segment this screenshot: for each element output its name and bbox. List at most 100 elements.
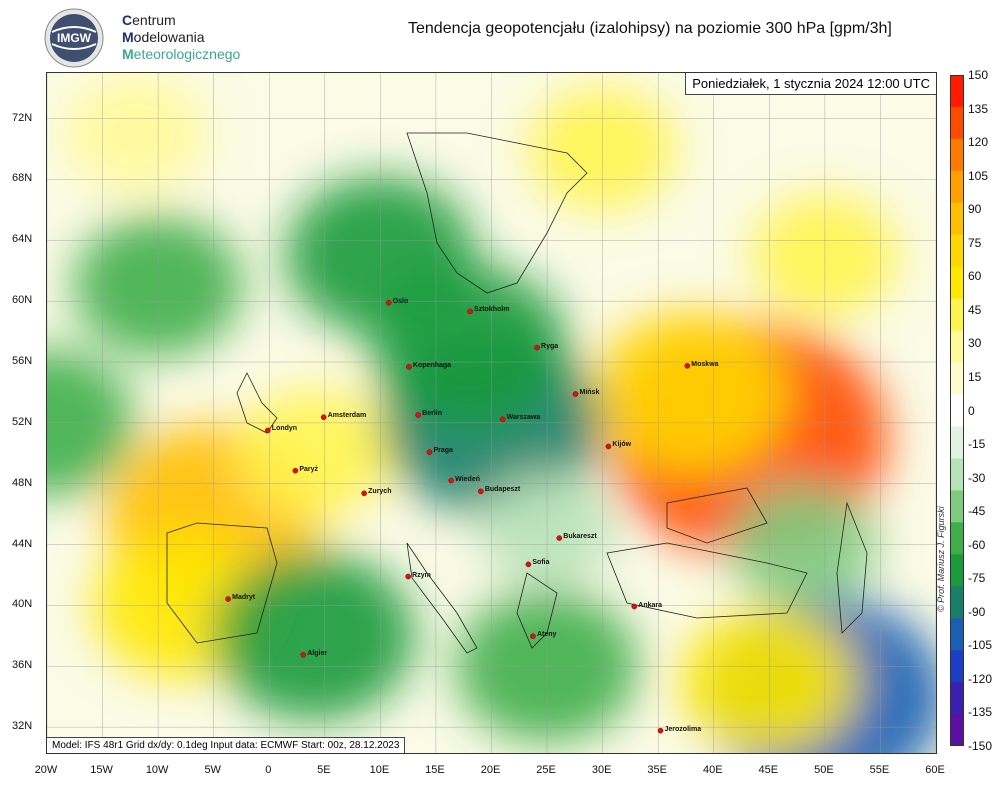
colorbar-segment [950,458,964,491]
latitude-tick-label: 48N [12,476,33,489]
city-marker [405,573,411,580]
colorbar-segment [950,394,964,427]
colorbar-segment [950,682,964,715]
model-info: Model: IFS 48r1 Grid dx/dy: 0.1deg Input… [47,737,406,753]
organization-name: Centrum Modelowania Meteorologicznego [122,12,240,63]
longitude-tick-label: 5E [317,764,331,776]
colorbar-segment [950,714,964,746]
geopotential-tendency-map [47,73,936,753]
colorbar-segment [950,362,964,396]
latitude-tick-label: 68N [12,172,33,185]
city-label: Mińsk [579,388,600,396]
colorbar-tick-label: 75 [968,235,982,250]
org-line2-rest: odelowania [133,29,205,45]
city-label: Ankara [638,601,663,609]
city-label: Jerozolima [664,725,702,733]
colorbar [950,75,964,746]
colorbar-tick-label: 150 [968,68,989,82]
latitude-tick-label: 32N [12,720,33,733]
longitude-tick-label: 45E [758,764,779,776]
colorbar-segment [950,554,964,587]
colorbar-segment [950,330,964,364]
scandinavia-outline [406,132,588,294]
colorbar-tick-label: -90 [968,604,986,619]
colorbar-border [950,75,964,746]
city-label: Paryż [299,465,319,473]
map-title: Tendencja geopotencjału (izalohipsy) na … [408,20,892,37]
city-marker [300,652,307,658]
city-marker [448,477,454,484]
colorbar-tick-label: 30 [968,336,982,351]
colorbar-tick-label: 105 [968,168,989,183]
city-label: Rzym [412,571,431,579]
caspian-outline [836,501,868,634]
colorbar-tick-label: 120 [968,135,989,150]
latitude-tick-label: 44N [12,537,33,550]
iberia-outline [166,522,278,644]
author-credit: © Prof. Mariusz J. Figurski [936,506,946,612]
logo-text: IMGW [57,31,92,45]
longitude-tick-label: 40E [702,764,723,776]
field-anomaly-4 [594,311,790,474]
colorbar-tick-label: -120 [968,671,993,686]
city-marker [415,412,421,418]
colorbar-tick-label: -15 [968,437,986,452]
city-marker [631,603,638,610]
longitude-tick-label: 25E [536,764,556,776]
city-label: Moskwa [691,360,719,368]
latitude-tick-label: 36N [12,659,33,672]
colorbar-tick-label: 90 [968,202,982,217]
city-marker [657,727,664,734]
org-line2-cap: M [122,29,134,45]
field-anomaly-9 [212,551,415,720]
imgw-logo: IMGW [44,8,104,68]
city-marker [499,416,506,423]
city-label: Budapeszt [484,486,521,494]
city-marker [320,414,327,421]
black-sea-outline [666,487,768,544]
city-label: Oslo [392,297,409,305]
latitude-tick-label: 64N [12,233,33,246]
city-marker [426,449,433,455]
latitude-tick-label: 60N [12,294,33,307]
field-anomaly-16 [64,74,207,194]
longitude-tick-label: 20E [480,764,501,776]
longitude-tick-label: 30E [591,764,612,776]
colorbar-tick-label: -135 [968,705,993,720]
city-marker [265,427,271,434]
colorbar-tick-label: -60 [968,537,986,552]
colorbar-tick-label: -30 [968,470,986,485]
city-label: Ryga [541,342,559,350]
city-marker [385,299,392,306]
colorbar-tick-label: 135 [968,101,989,116]
colorbar-tick-label: 15 [968,369,982,384]
city-label: Kijów [612,441,632,449]
city-marker [478,488,484,495]
city-marker [684,363,691,369]
city-marker [530,633,536,639]
city-label: Praga [433,447,453,455]
longitude-tick-label: 10E [369,764,390,776]
latitude-tick-label: 72N [12,111,33,124]
colorbar-segment [950,618,964,651]
longitude-tick-label: 35E [647,764,667,776]
latitude-tick-label: 52N [12,415,33,428]
city-marker [361,490,367,497]
longitude-tick-label: 10W [145,764,169,776]
colorbar-segment [950,650,964,683]
colorbar-segment [950,586,964,619]
longitude-tick-label: 5W [204,764,221,776]
map-panel: Poniedziałek, 1 stycznia 2024 12:00 UTC … [46,72,937,754]
colorbar-tick-label: 0 [968,403,975,418]
city-label: Kopenhaga [412,361,452,369]
city-label: Madryt [232,594,256,602]
longitude-tick-label: 0 [265,764,272,776]
city-label: Wiedeń [455,475,480,483]
colorbar-segment [950,202,964,236]
forecast-datetime: Poniedziałek, 1 stycznia 2024 12:00 UTC [685,73,936,95]
colorbar-tick-label: -75 [968,571,986,586]
city-marker [525,561,532,568]
city-marker [534,344,540,351]
city-marker [605,443,612,450]
colorbar-segment [950,426,964,459]
